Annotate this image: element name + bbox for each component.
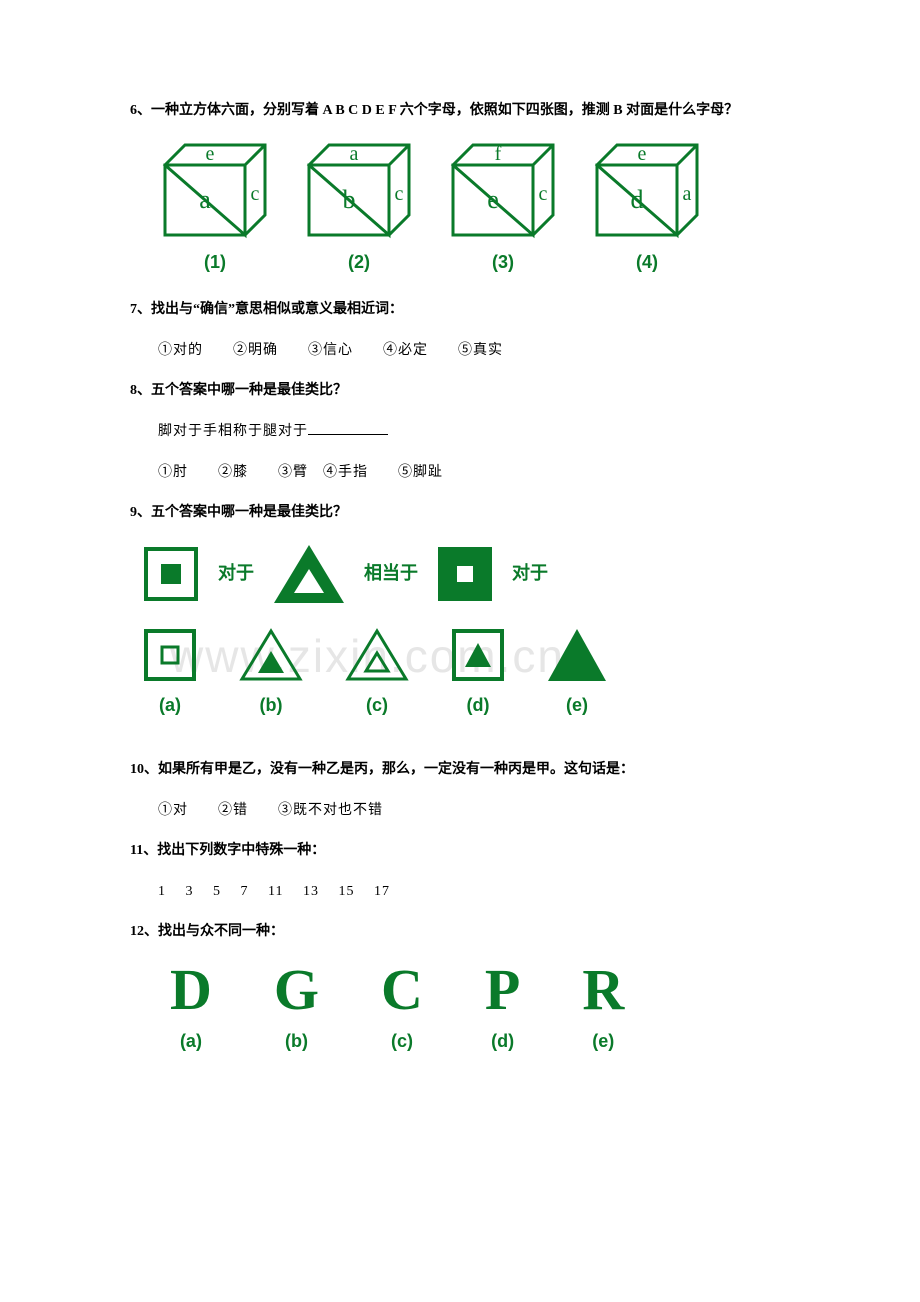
q12-letters-row: D (a) G (b) C (c) P (d) R (e) [170,961,790,1056]
q9-opt-e: (e) [546,627,608,720]
cube-2-side: c [395,183,404,205]
q11-num: 11 [130,843,143,858]
cube-2-front: b [343,185,356,214]
q9-shape-3 [436,545,494,603]
q9-shape-2 [272,543,346,605]
q12-text: 找出与众不同一种： [158,924,284,939]
q12-letter-e: R [582,961,624,1019]
q12-num: 12 [130,924,144,939]
q12-letter-d: P [485,961,520,1019]
q9-xiangdangyu: 相当于 [364,559,418,588]
q10-text: 如果所有甲是乙，没有一种乙是丙，那么，一定没有一种丙是甲。这句话是： [158,762,634,777]
q9-opt-a-label: (a) [159,691,181,720]
q9-opt-d-svg [450,627,506,683]
q6-text: 一种立方体六面，分别写着 A B C D E F 六个字母，依照如下四张图，推测… [151,103,738,118]
question-9: 9、五个答案中哪一种是最佳类比？ [130,502,790,524]
q9-opt-d-label: (d) [467,691,490,720]
cube-1-front: a [199,185,211,214]
q11-options: 1 3 5 7 11 13 15 17 [158,881,790,903]
q12-label-d: (d) [491,1027,514,1056]
q9-opt-d: (d) [450,627,506,720]
cube-2-label: (2) [348,248,370,277]
q9-opt-e-svg [546,627,608,683]
cube-1-svg: e a c [160,140,270,240]
q8-options: ①肘 ②膝 ③臂 ④手指 ⑤脚趾 [158,462,790,484]
q11-text: 找出下列数字中特殊一种： [157,843,325,858]
q10-num: 10 [130,762,144,777]
q9-duiyu-1: 对于 [218,559,254,588]
q9-opt-b-svg [238,627,304,683]
q7-text: 找出与“确信”意思相似或意义最相近词： [151,302,403,317]
q8-stem-row: 脚对于手相称于腿对于 [158,420,790,443]
cube-4-top: e [638,143,647,165]
q12-label-c: (c) [391,1027,413,1056]
q12-letter-a: D [170,961,212,1019]
q9-opt-b: (b) [238,627,304,720]
cube-3-svg: f e c [448,140,558,240]
question-12: 12、找出与众不同一种： [130,921,790,943]
question-7: 7、找出与“确信”意思相似或意义最相近词： [130,299,790,321]
q9-num: 9 [130,505,137,520]
cube-4: e d a (4) [592,140,702,277]
q9-row2: (a) (b) (c) (d) ( [142,627,790,720]
cube-2-top: a [350,143,359,165]
q12-opt-d: P (d) [485,961,520,1056]
q7-options: ①对的 ②明确 ③信心 ④必定 ⑤真实 [158,340,790,362]
q12-opt-c: C (c) [381,961,423,1056]
q9-opt-c-label: (c) [366,691,388,720]
q9-opt-c-svg [344,627,410,683]
cube-3-front: e [487,185,499,214]
question-11: 11、找出下列数字中特殊一种： [130,840,790,862]
cube-4-front: d [631,185,644,214]
cube-3: f e c (3) [448,140,558,277]
q12-letter-c: C [381,961,423,1019]
q6-num: 6 [130,103,137,118]
q12-opt-b: G (b) [274,961,319,1056]
cube-3-top: f [495,143,502,165]
cube-2-svg: a b c [304,140,414,240]
q9-opt-a-svg [142,627,198,683]
q6-cubes-row: e a c (1) a b c (2) [160,140,790,277]
cube-3-label: (3) [492,248,514,277]
q9-opt-e-label: (e) [566,691,588,720]
q9-text: 五个答案中哪一种是最佳类比？ [151,505,347,520]
cube-4-svg: e d a [592,140,702,240]
question-10: 10、如果所有甲是乙，没有一种乙是丙，那么，一定没有一种丙是甲。这句话是： [130,759,790,781]
q8-num: 8 [130,383,137,398]
q8-stem: 脚对于手相称于腿对于 [158,424,308,439]
q10-options: ①对 ②错 ③既不对也不错 [158,800,790,822]
q12-letter-b: G [274,961,319,1019]
q12-label-e: (e) [592,1027,614,1056]
q12-label-a: (a) [180,1027,202,1056]
q12-opt-a: D (a) [170,961,212,1056]
q9-row1: 对于 相当于 对于 [142,543,790,605]
q12-opt-e: R (e) [582,961,624,1056]
q9-opt-a: (a) [142,627,198,720]
cube-4-side: a [683,183,692,205]
cube-1-label: (1) [204,248,226,277]
question-6: 6、一种立方体六面，分别写着 A B C D E F 六个字母，依照如下四张图，… [130,100,790,122]
cube-4-label: (4) [636,248,658,277]
q8-text: 五个答案中哪一种是最佳类比？ [151,383,347,398]
cube-1: e a c (1) [160,140,270,277]
q12-label-b: (b) [285,1027,308,1056]
q7-num: 7 [130,302,137,317]
q8-blank [308,420,388,435]
cube-1-top: e [206,143,215,165]
q9-opt-c: (c) [344,627,410,720]
q9-opt-b-label: (b) [260,691,283,720]
q9-shape-1 [142,545,200,603]
cube-3-side: c [539,183,548,205]
q9-duiyu-2: 对于 [512,559,548,588]
cube-2: a b c (2) [304,140,414,277]
question-8: 8、五个答案中哪一种是最佳类比？ [130,380,790,402]
cube-1-side: c [251,183,260,205]
